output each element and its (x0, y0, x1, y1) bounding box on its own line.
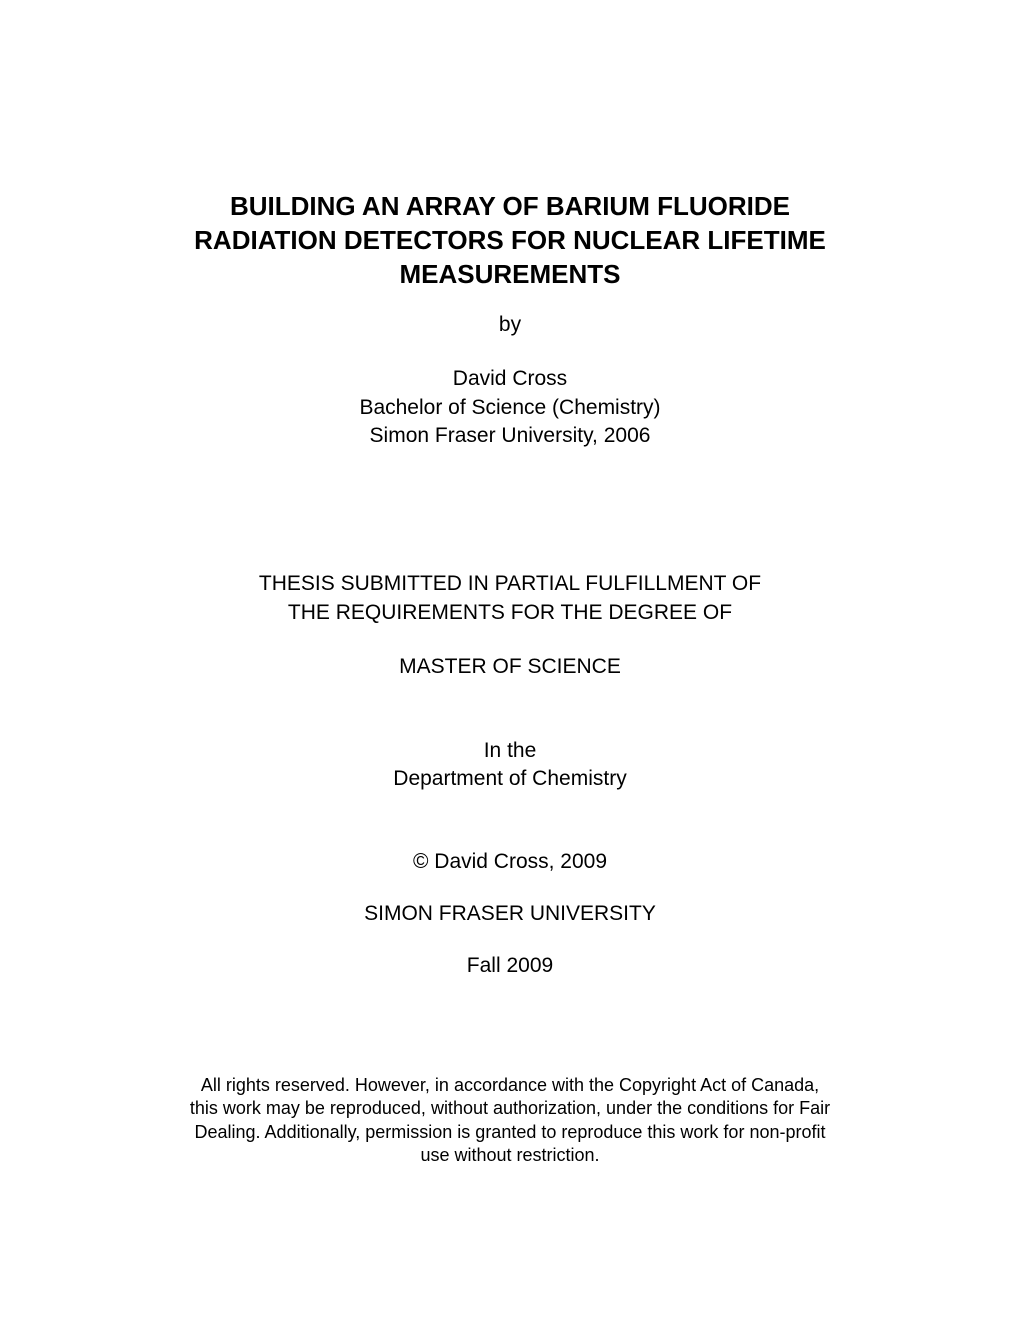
university-name: SIMON FRASER UNIVERSITY (364, 902, 656, 926)
rights-line-2: this work may be reproduced, without aut… (190, 1097, 830, 1120)
submission-line-2: THE REQUIREMENTS FOR THE DEGREE OF (259, 599, 761, 627)
submission-statement: THESIS SUBMITTED IN PARTIAL FULFILLMENT … (259, 570, 761, 627)
rights-line-1: All rights reserved. However, in accorda… (190, 1074, 830, 1097)
author-name: David Cross (359, 365, 660, 393)
author-prior-institution: Simon Fraser University, 2006 (359, 422, 660, 450)
title-line-2: RADIATION DETECTORS FOR NUCLEAR LIFETIME (194, 224, 826, 258)
title-line-1: BUILDING AN ARRAY OF BARIUM FLUORIDE (194, 190, 826, 224)
term: Fall 2009 (467, 954, 553, 978)
department-block: In the Department of Chemistry (393, 737, 626, 794)
copyright-notice: © David Cross, 2009 (413, 850, 607, 874)
by-label: by (499, 313, 521, 337)
rights-statement: All rights reserved. However, in accorda… (190, 1074, 830, 1168)
rights-line-4: use without restriction. (190, 1144, 830, 1167)
department-line-1: In the (393, 737, 626, 765)
thesis-title: BUILDING AN ARRAY OF BARIUM FLUORIDE RAD… (194, 190, 826, 291)
rights-line-3: Dealing. Additionally, permission is gra… (190, 1121, 830, 1144)
author-block: David Cross Bachelor of Science (Chemist… (359, 365, 660, 450)
department-line-2: Department of Chemistry (393, 765, 626, 793)
submission-line-1: THESIS SUBMITTED IN PARTIAL FULFILLMENT … (259, 570, 761, 598)
author-prior-degree: Bachelor of Science (Chemistry) (359, 394, 660, 422)
degree-sought: MASTER OF SCIENCE (399, 655, 621, 679)
title-line-3: MEASUREMENTS (194, 258, 826, 292)
thesis-title-page: BUILDING AN ARRAY OF BARIUM FLUORIDE RAD… (0, 0, 1020, 1320)
